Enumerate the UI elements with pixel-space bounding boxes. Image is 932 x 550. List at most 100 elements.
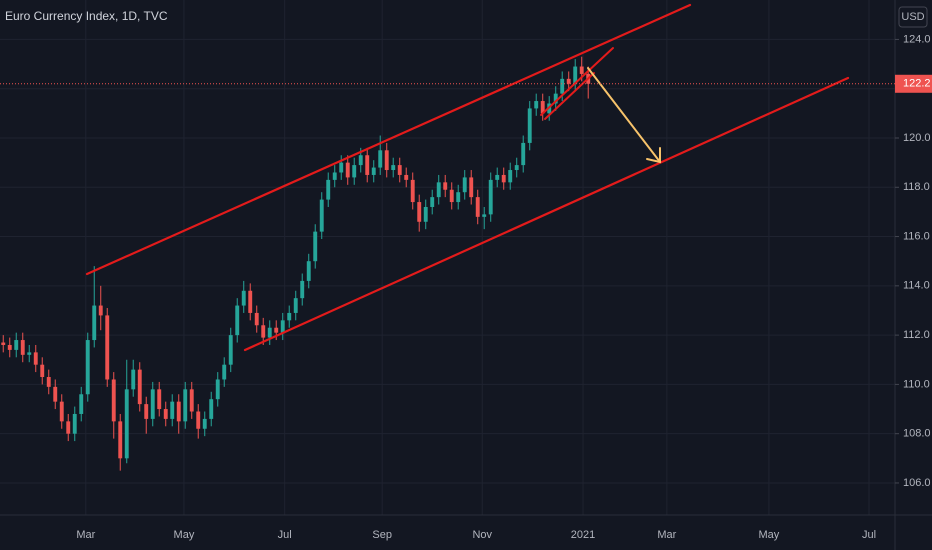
candle-body — [85, 340, 90, 395]
candle-body — [397, 165, 402, 175]
candle-body — [345, 162, 350, 178]
candle-body — [332, 172, 337, 180]
candle-body — [313, 231, 318, 262]
candle-body — [228, 335, 233, 365]
candle-body — [215, 379, 220, 400]
candle-body — [443, 182, 448, 190]
candle-body — [59, 401, 64, 422]
candle-body — [527, 108, 532, 143]
candle-body — [352, 165, 357, 178]
candle-body — [404, 174, 409, 180]
y-tick-label: 108.0 — [903, 428, 931, 440]
x-tick-label: 2021 — [571, 529, 595, 541]
candle-body — [358, 155, 363, 166]
drawings — [85, 3, 850, 352]
candle-body — [46, 377, 51, 387]
candle-body — [371, 167, 376, 175]
last-price-label: 122.2 — [903, 78, 931, 90]
x-tick-label: Jul — [278, 529, 292, 541]
candle-body — [1, 342, 6, 345]
candle-body — [280, 320, 285, 333]
candle-body — [176, 401, 181, 422]
candle-body — [417, 202, 422, 222]
candle-body — [391, 165, 396, 171]
candle-body — [124, 389, 129, 459]
candle-body — [163, 409, 168, 419]
candle-body — [410, 179, 415, 203]
candle-body — [339, 162, 344, 173]
y-tick-label: 124.0 — [903, 33, 931, 45]
x-tick-label: Mar — [657, 529, 676, 541]
candle-body — [66, 421, 71, 434]
arrow-head — [646, 147, 661, 164]
x-tick-label: Sep — [372, 529, 392, 541]
candle-body — [261, 325, 266, 338]
currency-box — [898, 6, 928, 28]
candle-body — [92, 305, 97, 341]
candle-body — [456, 192, 461, 203]
candle-body — [566, 78, 571, 84]
y-tick-label: 106.0 — [903, 477, 931, 489]
candle-body — [189, 389, 194, 412]
candle-body — [423, 206, 428, 222]
candle-body — [579, 66, 584, 74]
candle-body — [365, 155, 370, 175]
candle-body — [462, 177, 467, 193]
candle-body — [170, 401, 175, 419]
y-tick-label: 118.0 — [903, 181, 930, 193]
last-price-box — [895, 74, 932, 93]
candle-body — [131, 369, 136, 390]
candle-body — [287, 312, 292, 321]
y-tick-label: 120.0 — [903, 132, 931, 144]
candle-body — [248, 290, 253, 313]
candle-body — [521, 142, 526, 166]
x-tick-label: Jul — [862, 529, 876, 541]
candle-body — [319, 199, 324, 232]
candle-body — [514, 165, 519, 171]
x-tick-label: Nov — [472, 529, 492, 541]
candle-body — [20, 340, 25, 355]
candle-body — [27, 352, 32, 355]
candle-body — [508, 170, 513, 183]
candle-body — [267, 327, 272, 338]
grid — [0, 0, 895, 515]
candle-body — [235, 305, 240, 336]
y-tick-label: 116.0 — [903, 230, 930, 242]
candle-body — [378, 150, 383, 168]
x-tick-label: May — [174, 529, 195, 541]
candle-body — [40, 364, 45, 378]
wedge-line — [544, 72, 595, 120]
candle-body — [98, 305, 103, 316]
lower-channel-line — [243, 76, 850, 352]
candle-body — [534, 101, 539, 109]
x-tick-label: May — [759, 529, 780, 541]
candle-body — [7, 344, 12, 350]
x-tick-label: Mar — [76, 529, 95, 541]
candle-body — [183, 389, 188, 422]
candle-body — [469, 177, 474, 198]
candle-body — [475, 197, 480, 217]
y-tick-label: 114.0 — [903, 280, 930, 292]
candle-body — [495, 174, 500, 180]
candle-body — [150, 389, 155, 419]
candle-body — [540, 101, 545, 114]
candle-body — [144, 404, 149, 419]
candle-body — [293, 298, 298, 313]
candle-body — [560, 78, 565, 94]
currency: USD — [901, 11, 924, 23]
candle-body — [384, 150, 389, 171]
candle-body — [326, 179, 331, 200]
candle-body — [306, 261, 311, 281]
candle-body — [436, 182, 441, 198]
candle-body — [573, 66, 578, 84]
candle-body — [72, 413, 77, 434]
candle-body — [33, 352, 38, 365]
candle-body — [111, 379, 116, 422]
chart-title: Euro Currency Index, 1D, TVC — [5, 9, 168, 23]
candle-body — [118, 421, 123, 459]
candles — [1, 56, 591, 471]
candle-body — [222, 364, 227, 380]
candle-body — [254, 312, 259, 326]
candle-body — [300, 280, 305, 299]
